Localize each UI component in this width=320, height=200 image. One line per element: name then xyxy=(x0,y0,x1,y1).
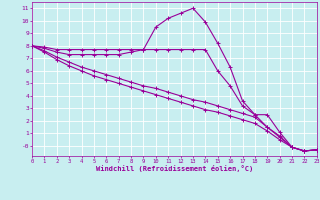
X-axis label: Windchill (Refroidissement éolien,°C): Windchill (Refroidissement éolien,°C) xyxy=(96,165,253,172)
